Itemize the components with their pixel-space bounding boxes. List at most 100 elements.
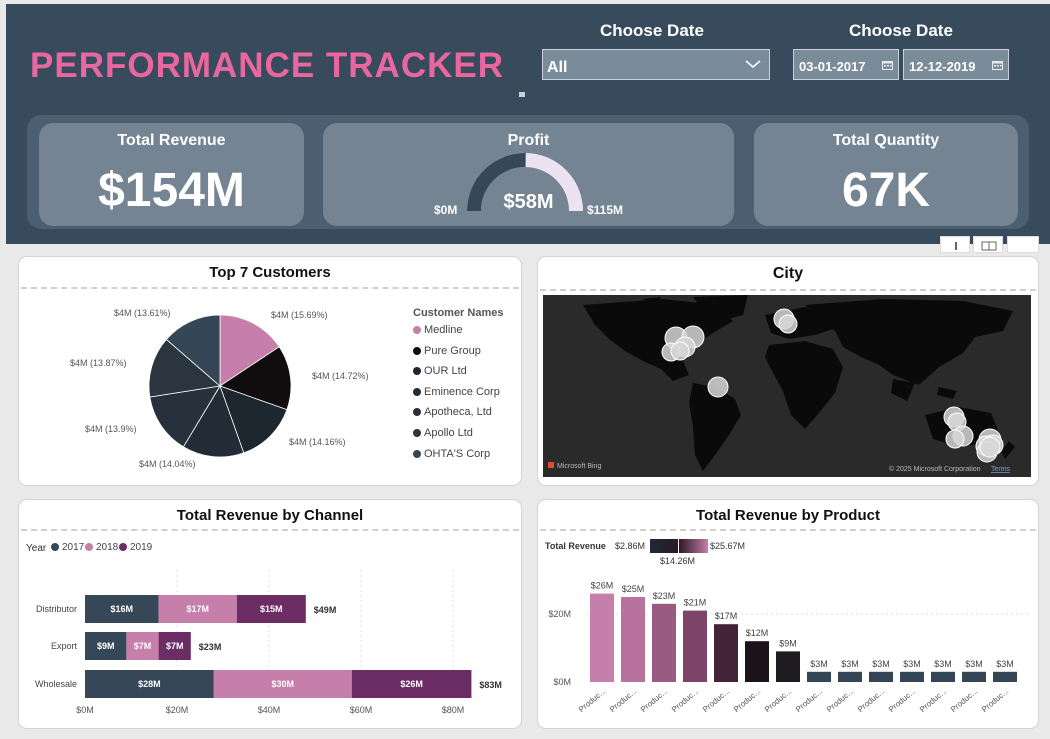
bar[interactable] bbox=[962, 671, 986, 682]
axis-tick-label: $0M bbox=[76, 705, 94, 715]
page-title: PERFORMANCE TRACKER bbox=[30, 46, 504, 85]
date-from-input[interactable]: 03-01-2017 bbox=[793, 49, 899, 80]
divider bbox=[540, 289, 1036, 291]
bar-segment[interactable] bbox=[158, 595, 237, 623]
legend-item[interactable]: OUR Ltd bbox=[413, 365, 467, 377]
pie-slice[interactable] bbox=[148, 338, 221, 398]
legend-label: OHTA'S Corp bbox=[424, 447, 491, 460]
city-bubbles bbox=[661, 308, 1004, 463]
bar-data-label: $3M bbox=[996, 659, 1014, 669]
bar[interactable] bbox=[776, 651, 800, 682]
more-options-icon[interactable] bbox=[1007, 236, 1039, 253]
bar-data-label: $28M bbox=[138, 679, 161, 689]
bar-data-label: $3M bbox=[965, 659, 983, 669]
bar-data-label: $16M bbox=[111, 604, 134, 614]
calendar-icon[interactable] bbox=[882, 60, 893, 70]
bar[interactable] bbox=[590, 593, 614, 682]
legend-item[interactable]: Pure Group bbox=[413, 345, 481, 357]
map-copyright: © 2025 Microsoft Corporation bbox=[889, 465, 981, 473]
bar[interactable] bbox=[745, 641, 769, 682]
bar[interactable] bbox=[652, 603, 676, 682]
product-card: Total Revenue by Product Total Revenue $… bbox=[537, 499, 1039, 729]
kpi-total-quantity: Total Quantity 67K bbox=[754, 123, 1018, 226]
axis-tick-label: $20M bbox=[166, 705, 189, 715]
pie-slice[interactable] bbox=[182, 385, 245, 458]
bar-data-label: $3M bbox=[810, 659, 828, 669]
bar-segment[interactable] bbox=[85, 595, 159, 623]
legend-item[interactable]: OHTA'S Corp bbox=[413, 448, 490, 460]
bar-data-label: $26M bbox=[400, 679, 423, 689]
bar[interactable] bbox=[621, 597, 645, 682]
category-label: Produc... bbox=[794, 687, 824, 714]
legend-item[interactable]: 2018 bbox=[85, 542, 118, 553]
axis-tick-label: $60M bbox=[350, 705, 373, 715]
legend-label: Apotheca, Ltd bbox=[424, 406, 492, 419]
pie-slice[interactable] bbox=[219, 385, 288, 454]
legend-item[interactable]: 2019 bbox=[119, 542, 152, 553]
bar-segment[interactable] bbox=[351, 670, 472, 698]
bar[interactable] bbox=[869, 671, 893, 682]
axis-tick-label: $40M bbox=[258, 705, 281, 715]
date-select[interactable]: All bbox=[542, 49, 770, 80]
legend-item[interactable]: Medline bbox=[413, 324, 463, 336]
product-bar-chart[interactable]: $20M $0M $26M Produc... $25M Produc... $23M Pro… bbox=[538, 568, 1040, 728]
customers-pie[interactable] bbox=[147, 313, 293, 459]
category-label: Produc... bbox=[856, 687, 886, 714]
date-to-input[interactable]: 12-12-2019 bbox=[903, 49, 1009, 80]
category-label: Produc... bbox=[949, 687, 979, 714]
bar[interactable] bbox=[931, 671, 955, 682]
legend-dot-icon bbox=[413, 326, 421, 334]
channel-bar-chart[interactable]: $0M $20M $40M $60M $80M Distributor $16M $17M $1… bbox=[19, 560, 523, 728]
pie-label: $4M (13.61%) bbox=[114, 308, 171, 318]
legend-dot-icon bbox=[119, 543, 127, 551]
bar-total-label: $49M bbox=[314, 605, 337, 615]
kpi-total-revenue: Total Revenue $154M bbox=[39, 123, 304, 226]
gauge-min: $0M bbox=[434, 203, 458, 217]
pie-slice[interactable] bbox=[219, 346, 292, 411]
bar[interactable] bbox=[807, 671, 831, 682]
bar-segment[interactable] bbox=[158, 632, 191, 660]
bar-segment[interactable] bbox=[236, 595, 306, 623]
legend-label: Eminence Corp bbox=[424, 385, 500, 398]
legend-label: Medline bbox=[424, 324, 463, 336]
legend-item[interactable]: Apotheca, Ltd bbox=[413, 406, 492, 418]
bar[interactable] bbox=[900, 671, 924, 682]
bar-data-label: $7M bbox=[166, 641, 184, 651]
gauge-value: $58M bbox=[503, 191, 554, 213]
map-terms-link[interactable]: Terms bbox=[991, 466, 1011, 473]
legend-item[interactable]: Apollo Ltd bbox=[413, 427, 473, 439]
date-select-value: All bbox=[547, 59, 568, 76]
legend-label: 2017 bbox=[62, 542, 85, 553]
pie-slice[interactable] bbox=[149, 385, 221, 448]
legend-item[interactable]: Eminence Corp bbox=[413, 386, 500, 398]
bar-data-label: $3M bbox=[934, 659, 952, 669]
bar[interactable] bbox=[714, 624, 738, 682]
profit-gauge bbox=[467, 153, 583, 211]
bar-segment[interactable] bbox=[213, 670, 352, 698]
bar[interactable] bbox=[683, 610, 707, 682]
bar-segment[interactable] bbox=[85, 670, 214, 698]
category-label: Export bbox=[51, 641, 78, 651]
bar[interactable] bbox=[838, 671, 862, 682]
calendar-icon[interactable] bbox=[992, 60, 1003, 70]
pie-slice[interactable] bbox=[219, 314, 280, 387]
focus-mode-icon[interactable] bbox=[973, 236, 1003, 253]
bar-data-label: $9M bbox=[779, 638, 797, 648]
gradient-min: $2.86M bbox=[615, 541, 646, 551]
city-map[interactable]: Microsoft Bing © 2025 Microsoft Corporat… bbox=[543, 295, 1031, 477]
legend-item[interactable]: 2017 bbox=[51, 542, 84, 553]
category-label: Produc... bbox=[670, 687, 700, 714]
legend-title: Year bbox=[26, 543, 47, 554]
bar-segment[interactable] bbox=[85, 632, 127, 660]
bar-data-label: $12M bbox=[746, 628, 769, 638]
pie-label: $4M (14.16%) bbox=[289, 437, 346, 447]
kpi-value: 67K bbox=[841, 164, 931, 217]
bar[interactable] bbox=[993, 671, 1017, 682]
category-label: Produc... bbox=[608, 687, 638, 714]
pie-slice[interactable] bbox=[165, 314, 221, 387]
pin-icon[interactable] bbox=[940, 236, 970, 253]
bar-segment[interactable] bbox=[126, 632, 159, 660]
bar-data-label: $26M bbox=[591, 581, 614, 591]
channel-card: Total Revenue by Channel Year 2017 2018 20… bbox=[18, 499, 522, 729]
